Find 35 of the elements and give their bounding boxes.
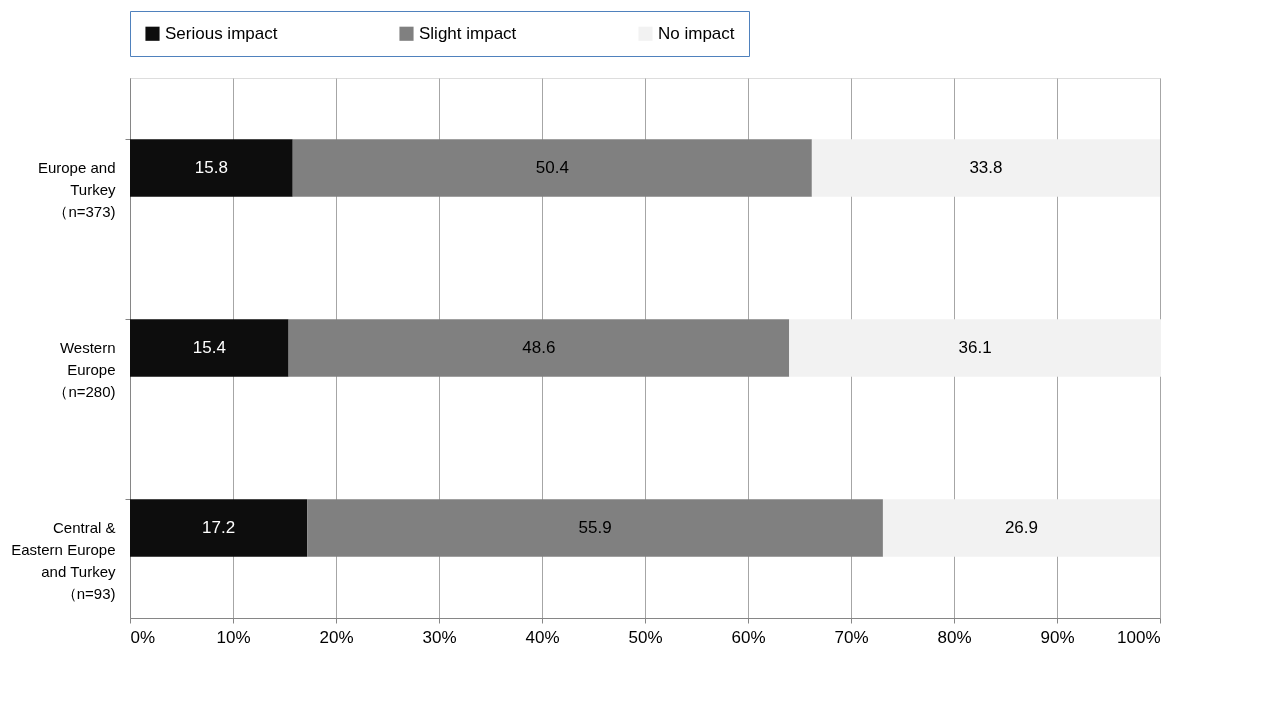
y-tick-label: Central & Eastern Europe and Turkey （n=93) bbox=[11, 519, 116, 602]
bar bbox=[811, 139, 1160, 197]
x-tick-label: 50% bbox=[628, 627, 663, 647]
legend-label: Slight impact bbox=[419, 23, 517, 43]
data-label: 15.8 bbox=[194, 158, 228, 177]
x-tick-label: 80% bbox=[937, 627, 972, 647]
data-label: 36.1 bbox=[958, 338, 992, 357]
x-tick-label: 20% bbox=[319, 627, 354, 647]
data-label: 33.8 bbox=[969, 158, 1003, 177]
bar bbox=[882, 499, 1160, 557]
x-tick-label: 0% bbox=[130, 627, 156, 647]
x-tick-label: 70% bbox=[834, 627, 869, 647]
bar bbox=[292, 139, 812, 197]
x-tick-label: 40% bbox=[525, 627, 560, 647]
bar bbox=[789, 319, 1162, 377]
bar bbox=[130, 139, 293, 197]
x-tick-label: 10% bbox=[216, 627, 251, 647]
bar bbox=[307, 499, 883, 557]
data-label: 48.6 bbox=[522, 338, 556, 357]
y-tick-label: Europe and Turkey （n=373) bbox=[37, 159, 116, 220]
data-label: 15.4 bbox=[192, 338, 226, 357]
bar bbox=[130, 319, 289, 377]
legend-label: Serious impact bbox=[165, 23, 278, 43]
x-tick-label: 90% bbox=[1040, 627, 1075, 647]
legend-label: No impact bbox=[658, 23, 735, 43]
x-tick-label: 100% bbox=[1117, 627, 1161, 647]
bar bbox=[130, 499, 308, 557]
bar bbox=[288, 319, 790, 377]
y-tick-label: Western Europe （n=280) bbox=[53, 339, 116, 400]
x-tick-label: 30% bbox=[422, 627, 457, 647]
data-label: 55.9 bbox=[578, 518, 612, 537]
data-label: 26.9 bbox=[1004, 518, 1039, 537]
data-label: 50.4 bbox=[535, 158, 569, 177]
x-tick-label: 60% bbox=[731, 627, 766, 647]
data-label: 17.2 bbox=[202, 518, 236, 537]
